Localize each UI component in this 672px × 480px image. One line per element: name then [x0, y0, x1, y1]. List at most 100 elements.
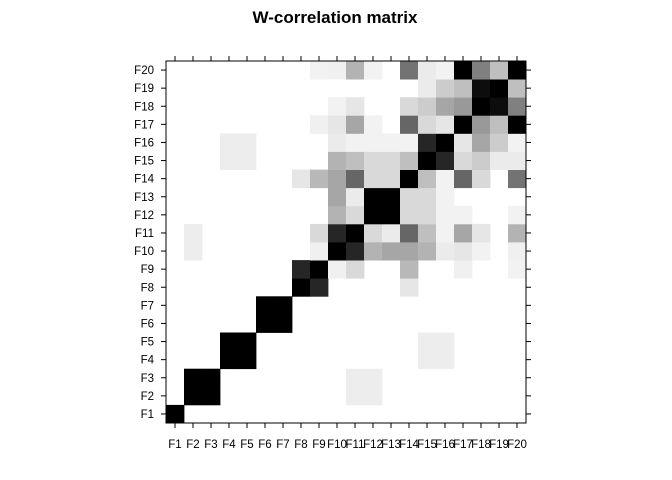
x-tick-label-F8: F8: [294, 439, 307, 451]
heatmap-cell-F15-F20: [508, 151, 527, 170]
heatmap-cell-F10-F12: [364, 242, 383, 261]
heatmap-cell-F16-F20: [508, 133, 527, 152]
heatmap-cell-F12-F14: [400, 205, 419, 225]
heatmap-cell-F20-F19: [490, 61, 509, 80]
heatmap-cell-F16-F13: [382, 133, 401, 152]
heatmap-cell-F17-F14: [400, 115, 419, 134]
x-tick-label-F11: F11: [346, 439, 365, 451]
x-tick-label-F20: F20: [507, 439, 527, 451]
heatmap-cell-F16-F4: [220, 133, 239, 152]
plot-frame: [165, 60, 527, 424]
heatmap-cell-F9-F11: [346, 260, 365, 279]
y-axis-tick-labels: F1 F2 F3 F4 F5 F6 F7 F8 F9 F10 F11 F12 F13 F14 F15 F16 F…: [134, 65, 154, 421]
heatmap-cell-F20-F15: [418, 61, 437, 80]
heatmap-cell-F10-F17: [454, 242, 473, 261]
heatmap-cell-F19-F17: [454, 79, 473, 98]
heatmap-cell-F2-F12: [364, 386, 383, 406]
heatmap-cell-F12-F10: [328, 205, 347, 225]
heatmap-cell-F10-F13: [382, 242, 401, 261]
heatmap-cell-F18-F11: [346, 97, 365, 116]
heatmap-cell-F16-F15: [418, 133, 437, 152]
heatmap-cell-F11-F10: [328, 223, 347, 243]
x-tick-label-F18: F18: [471, 439, 491, 451]
heatmap-cell-F11-F9: [310, 223, 329, 243]
x-tick-label-F9: F9: [312, 439, 325, 451]
heatmap-cell-F15-F13: [382, 151, 401, 170]
y-tick-label-F1: F1: [141, 409, 154, 421]
heatmap-cell-F20-F14: [400, 61, 419, 80]
heatmap-cell-F9-F20: [508, 260, 527, 279]
heatmap-cell-F15-F18: [472, 151, 491, 170]
heatmap-cell-F15-F17: [454, 151, 473, 170]
x-axis-tick-labels: F1 F2 F3 F4 F5 F6 F7 F8 F9 F10F11F12F13F14F15F16F…: [168, 439, 527, 451]
heatmap-cell-F13-F10: [328, 187, 347, 207]
heatmap-cell-F10-F10: [328, 242, 347, 261]
heatmap-cell-F14-F14: [400, 169, 419, 189]
y-tick-label-F9: F9: [141, 264, 154, 276]
heatmap-cell-F8-F9: [310, 278, 329, 297]
heatmap-cell-F14-F11: [346, 169, 365, 189]
heatmap-cell-F5-F15: [418, 332, 437, 351]
heatmap-cell-F10-F9: [310, 242, 329, 261]
heatmap-cell-F11-F15: [418, 223, 437, 243]
x-tick-label-F6: F6: [258, 439, 271, 451]
y-tick-label-F17: F17: [134, 119, 154, 131]
heatmap-cell-F18-F14: [400, 97, 419, 116]
heatmap-cell-F16-F19: [490, 133, 509, 152]
heatmap-cell-F5-F16: [436, 332, 455, 351]
heatmap-cell-F11-F12: [364, 223, 383, 243]
y-tick-label-F5: F5: [141, 337, 154, 349]
heatmap-cell-F12-F13: [382, 205, 401, 225]
heatmap-cell-F3-F2: [184, 368, 203, 388]
heatmap-cell-F19-F16: [436, 79, 455, 98]
heatmap-cell-F9-F17: [454, 260, 473, 279]
heatmap-cell-F17-F16: [436, 115, 455, 134]
heatmap-cell-F13-F16: [436, 187, 455, 207]
heatmap-cells: [166, 61, 527, 424]
heatmap-cell-F16-F5: [238, 133, 257, 152]
heatmap-cell-F20-F18: [472, 61, 491, 80]
x-tick-label-F15: F15: [417, 439, 437, 451]
y-tick-label-F15: F15: [134, 156, 154, 168]
heatmap-cell-F1-F1: [166, 404, 185, 424]
heatmap-cell-F16-F12: [364, 133, 383, 152]
heatmap-cell-F15-F12: [364, 151, 383, 170]
heatmap-cell-F12-F15: [418, 205, 437, 225]
heatmap-cell-F5-F4: [220, 332, 239, 351]
y-tick-label-F16: F16: [134, 137, 154, 149]
heatmap-cell-F19-F15: [418, 79, 437, 98]
heatmap-cell-F12-F16: [436, 205, 455, 225]
heatmap-cell-F15-F10: [328, 151, 347, 170]
heatmap-cell-F15-F4: [220, 151, 239, 170]
heatmap-cell-F14-F16: [436, 169, 455, 189]
heatmap-cell-F10-F2: [184, 242, 203, 261]
x-tick-label-F17: F17: [453, 439, 473, 451]
heatmap-cell-F16-F14: [400, 133, 419, 152]
y-tick-label-F10: F10: [134, 246, 154, 258]
y-tick-label-F18: F18: [134, 101, 154, 113]
heatmap-cell-F14-F15: [418, 169, 437, 189]
heatmap-cell-F13-F12: [364, 187, 383, 207]
heatmap-cell-F4-F15: [418, 350, 437, 370]
heatmap-cell-F8-F14: [400, 278, 419, 297]
y-tick-label-F2: F2: [141, 391, 154, 403]
heatmap-cell-F8-F8: [292, 278, 311, 297]
heatmap-cell-F10-F14: [400, 242, 419, 261]
y-tick-label-F8: F8: [141, 282, 154, 294]
heatmap-cell-F7-F6: [256, 296, 275, 315]
heatmap-cell-F20-F11: [346, 61, 365, 80]
x-tick-label-F5: F5: [240, 439, 253, 451]
heatmap-cell-F18-F19: [490, 97, 509, 116]
x-tick-label-F3: F3: [204, 439, 217, 451]
heatmap-cell-F20-F17: [454, 61, 473, 80]
y-tick-label-F3: F3: [141, 373, 154, 385]
heatmap-cell-F20-F12: [364, 61, 383, 80]
heatmap-cell-F11-F18: [472, 223, 491, 243]
heatmap-cell-F19-F20: [508, 79, 527, 98]
heatmap-cell-F10-F18: [472, 242, 491, 261]
heatmap-cell-F18-F15: [418, 97, 437, 116]
heatmap-cell-F18-F18: [472, 97, 491, 116]
heatmap-cell-F10-F20: [508, 242, 527, 261]
heatmap-cell-F13-F11: [346, 187, 365, 207]
heatmap-cell-F18-F17: [454, 97, 473, 116]
